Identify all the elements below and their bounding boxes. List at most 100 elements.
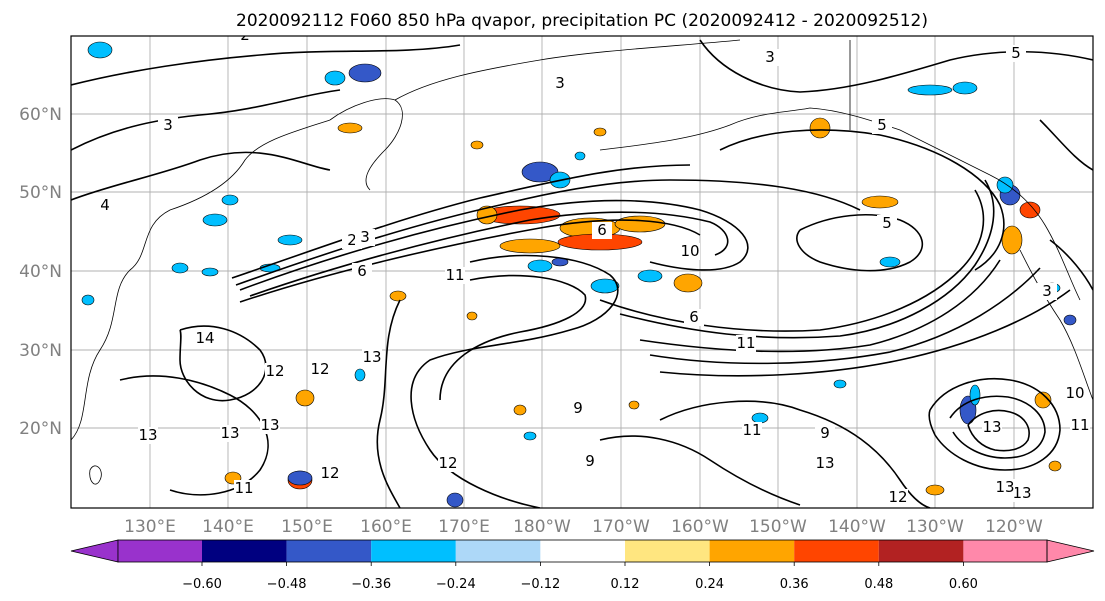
colorbar-swatch bbox=[286, 540, 372, 562]
colorbar-swatch bbox=[540, 540, 625, 562]
coastline bbox=[1019, 249, 1093, 401]
precip-blob bbox=[628, 400, 640, 410]
contour-label-bg bbox=[888, 489, 908, 506]
contour-label: 3 bbox=[1042, 282, 1052, 300]
contour-label: 12 bbox=[438, 454, 457, 472]
contour-label-bg bbox=[1006, 45, 1026, 62]
precip-blob bbox=[87, 41, 113, 59]
lat-label: 20°N bbox=[19, 419, 62, 439]
colorbar-frame bbox=[117, 539, 1048, 563]
contour-label-bg bbox=[1012, 485, 1032, 502]
contour-label: 13 bbox=[138, 426, 157, 444]
colorbar-tick-label: −0.48 bbox=[267, 577, 307, 592]
coastline bbox=[394, 39, 741, 101]
colorbar-tick-label: −0.60 bbox=[182, 577, 222, 592]
precip-blob bbox=[221, 194, 239, 206]
qvapor-contour bbox=[659, 400, 931, 508]
lon-label: 160°E bbox=[360, 517, 412, 537]
contour-label-bg bbox=[320, 465, 340, 482]
contour-label-bg bbox=[815, 425, 835, 442]
qvapor-contour bbox=[967, 409, 1030, 452]
contour-label-bg bbox=[1070, 417, 1090, 434]
contour-label: 12 bbox=[265, 362, 284, 380]
contour-label-bg bbox=[260, 417, 280, 434]
precip-blob bbox=[513, 404, 527, 416]
contour-label: 13 bbox=[982, 418, 1001, 436]
map-frame bbox=[70, 35, 1094, 509]
contour-label: 13 bbox=[260, 416, 279, 434]
lon-label: 170°E bbox=[438, 517, 490, 537]
contour-label: 13 bbox=[995, 478, 1014, 496]
colorbar-swatch bbox=[625, 540, 710, 562]
precip-blob bbox=[861, 195, 899, 209]
contour-label: 11 bbox=[445, 266, 464, 284]
qvapor-contour bbox=[71, 89, 341, 151]
precip-blob bbox=[673, 273, 703, 293]
contour-label: 13 bbox=[815, 454, 834, 472]
precip-blob bbox=[1048, 460, 1062, 472]
qvapor-contour bbox=[71, 44, 461, 86]
contour-label: 10 bbox=[1065, 384, 1084, 402]
colorbar-extend-high bbox=[1046, 539, 1095, 563]
precip-blob bbox=[907, 84, 953, 96]
contour-label-bg bbox=[352, 263, 372, 280]
colorbar-tick-label: 0.48 bbox=[864, 577, 893, 592]
contour-label: 5 bbox=[877, 116, 887, 134]
precip-blob bbox=[295, 389, 315, 407]
contour-label-bg bbox=[362, 349, 382, 366]
contour-label-bg bbox=[265, 363, 285, 380]
contour-label-bg bbox=[815, 455, 835, 472]
contour-label: 6 bbox=[597, 221, 607, 239]
contour-label: 2 bbox=[240, 26, 250, 44]
latitude-labels: 60°N 50°N 40°N 30°N 20°N bbox=[19, 105, 62, 439]
lon-label: 140°E bbox=[202, 517, 254, 537]
qvapor-contour bbox=[410, 254, 619, 508]
precip-blob bbox=[171, 262, 189, 274]
colorbar-swatch bbox=[455, 540, 541, 562]
contour-label: 13 bbox=[362, 348, 381, 366]
contour-label-bg bbox=[684, 309, 704, 326]
lon-label: 130°W bbox=[906, 517, 964, 537]
precip-blob bbox=[879, 256, 901, 268]
qvapor-contour bbox=[1039, 119, 1093, 171]
contour-label-bg bbox=[1037, 283, 1057, 300]
contour-label: 3 bbox=[555, 74, 565, 92]
colorbar-swatch bbox=[709, 540, 795, 562]
precip-blob bbox=[527, 259, 553, 273]
contour-label: 14 bbox=[195, 329, 214, 347]
figure-title: 2020092112 F060 850 hPa qvapor, precipit… bbox=[236, 11, 928, 31]
qvapor-contour bbox=[376, 299, 401, 508]
precip-blob bbox=[324, 70, 346, 86]
contour-label: 12 bbox=[310, 360, 329, 378]
lat-label: 30°N bbox=[19, 341, 62, 361]
precip-blob bbox=[466, 311, 478, 321]
lon-label: 180°W bbox=[513, 517, 571, 537]
coastline bbox=[989, 174, 1081, 301]
qvapor-contour bbox=[249, 211, 729, 297]
qvapor-contour bbox=[639, 259, 1001, 353]
precip-blob bbox=[354, 368, 366, 382]
precip-blob bbox=[81, 294, 95, 306]
qvapor-contour bbox=[649, 267, 1041, 365]
precip-blob bbox=[925, 484, 945, 496]
colorbar-swatch bbox=[794, 540, 879, 562]
qvapor-contour bbox=[599, 435, 801, 506]
contour-label: 2 bbox=[347, 231, 357, 249]
contour-label: 6 bbox=[357, 262, 367, 280]
precip-blob bbox=[593, 127, 607, 137]
colorbar-tick-label: −0.24 bbox=[436, 577, 476, 592]
qvapor-contour bbox=[231, 164, 691, 279]
contour-label-bg bbox=[592, 222, 612, 239]
contour-label-bg bbox=[195, 330, 215, 347]
contour-label-bg bbox=[445, 267, 465, 284]
qvapor-contour bbox=[619, 179, 995, 339]
precip-blob bbox=[470, 140, 484, 150]
contour-label-bg bbox=[995, 479, 1015, 496]
contour-label-bg bbox=[355, 229, 375, 246]
precip-blob bbox=[202, 213, 228, 227]
colorbar-tick-label: −0.36 bbox=[351, 577, 391, 592]
qvapor-contour bbox=[719, 129, 1005, 271]
precip-blob bbox=[201, 267, 219, 277]
